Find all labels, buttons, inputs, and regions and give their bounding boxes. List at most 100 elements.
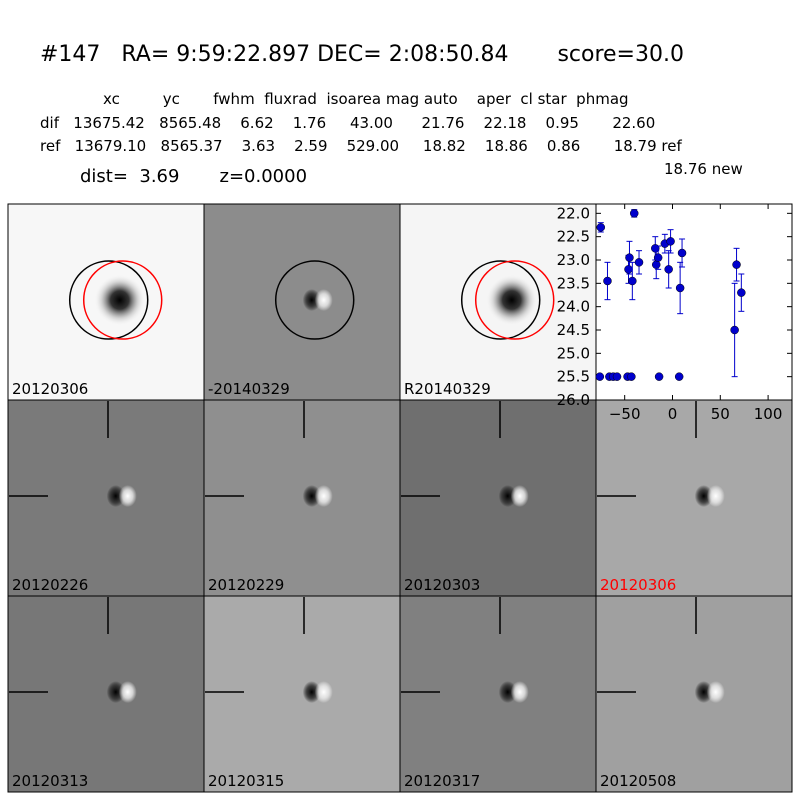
upper-limit-marker: [674, 372, 684, 381]
dipole-positive: [706, 485, 725, 508]
new-aperture-circle: [474, 260, 555, 340]
dipole-positive: [510, 681, 529, 704]
point-marker: [675, 283, 685, 293]
stamp-panel: 20120315: [203, 595, 401, 793]
x-tick-label: 100: [754, 405, 783, 423]
data-point: [634, 250, 644, 275]
data-point: [628, 261, 637, 301]
y-tick-label: 25.0: [557, 344, 590, 362]
point-marker: [651, 260, 661, 269]
new-mag: 18.76 new: [664, 160, 743, 178]
point-marker: [629, 209, 639, 218]
x-tick-label: 0: [668, 405, 678, 423]
dipole-positive: [510, 485, 529, 508]
data-point: [732, 247, 741, 282]
star-source: [93, 274, 146, 327]
point-marker: [628, 276, 637, 286]
data-point: [653, 245, 663, 270]
stamp-background: [203, 203, 401, 401]
dipole-positive: [314, 289, 333, 312]
table-header: xc yc fwhm fluxrad isoarea mag auto aper…: [103, 90, 629, 108]
stamp-background: [595, 595, 793, 793]
stamp-panel: 20120306: [7, 203, 205, 401]
stamp-background: [399, 595, 597, 793]
stamp-date-label: 20120508: [600, 772, 676, 790]
upper-limit-marker: [595, 372, 605, 381]
stamp-background: [203, 399, 401, 597]
new-aperture-circle: [82, 260, 163, 340]
data-point: [596, 222, 606, 233]
stamp-background: [595, 399, 793, 597]
data-point: [625, 240, 634, 275]
stamp-date-label: 20120303: [404, 576, 480, 594]
stamp-date-label: 20120306: [12, 380, 88, 398]
point-marker: [624, 265, 633, 274]
y-tick-label: 22.0: [557, 204, 590, 222]
y-tick-label: 24.0: [557, 298, 590, 316]
stamp-date-label: 20120229: [208, 576, 284, 594]
star-source: [485, 274, 538, 327]
stamp-date-label: 20120226: [12, 576, 88, 594]
data-point: [730, 282, 739, 378]
x-tick-label: −50: [609, 405, 641, 423]
data-point: [737, 273, 746, 312]
stamp-panel: R20140329: [399, 203, 597, 401]
stamp-panel: 20120306: [595, 399, 793, 597]
y-tick-label: 24.5: [557, 321, 590, 339]
stamp-panel: 20120313: [7, 595, 205, 793]
dist-line: dist= 3.69 z=0.0000: [80, 166, 308, 187]
stamp-panel: 20120317: [399, 595, 597, 793]
upper-limit-marker: [627, 372, 636, 381]
point-marker: [730, 325, 739, 335]
stamp-panel: 20120229: [203, 399, 401, 597]
stamp-background: [7, 595, 205, 793]
x-tick-label: 50: [711, 405, 730, 423]
stamp-date-label: -20140329: [208, 380, 290, 398]
stamp-date-label: 20120315: [208, 772, 284, 790]
point-marker: [666, 237, 675, 246]
stamp-panel: 20120508: [595, 595, 793, 793]
stamp-panel: 20120303: [399, 399, 597, 597]
y-tick-label: 23.0: [557, 251, 590, 269]
point-marker: [732, 260, 741, 269]
dipole-positive: [314, 485, 333, 508]
point-marker: [664, 265, 673, 274]
point-marker: [653, 253, 663, 262]
dipole-positive: [314, 681, 333, 704]
point-marker: [603, 276, 612, 286]
ref-row: ref 13679.10 8565.37 3.63 2.59 529.00 18…: [40, 137, 682, 155]
upper-limit-marker: [654, 372, 664, 381]
stamp-background: [203, 595, 401, 793]
point-marker: [634, 258, 644, 267]
point-marker: [625, 253, 634, 262]
dipole-positive: [118, 681, 137, 704]
dipole-positive: [118, 485, 137, 508]
page-title: #147 RA= 9:59:22.897 DEC= 2:08:50.84 sco…: [40, 42, 684, 67]
plot-area: [595, 203, 793, 401]
dipole-positive: [706, 681, 725, 704]
upper-limit-marker: [612, 372, 622, 381]
data-point: [629, 209, 639, 218]
dif-row: dif 13675.42 8565.48 6.62 1.76 43.00 21.…: [40, 114, 656, 132]
y-tick-label: 22.5: [557, 228, 590, 246]
point-marker: [737, 288, 746, 297]
point-marker: [677, 248, 687, 258]
stamp-date-label: 20120313: [12, 772, 88, 790]
data-point: [666, 229, 675, 254]
data-point: [603, 261, 612, 301]
stamp-panel: -20140329: [203, 203, 401, 401]
y-tick-label: 26.0: [557, 391, 590, 409]
ref-aperture-circle: [68, 260, 149, 340]
y-tick-label: 25.5: [557, 368, 590, 386]
point-marker: [596, 223, 606, 232]
light-curve-chart: −50 0 50 100 22.0 22.5 23.0 23.5 24.0 24.5 25.0 25.…: [557, 203, 793, 423]
stamp-panel: 20120226: [7, 399, 205, 597]
stamp-date-label: 20120317: [404, 772, 480, 790]
stamp-background: [399, 399, 597, 597]
stamp-date-label: R20140329: [404, 380, 491, 398]
y-tick-label: 23.5: [557, 274, 590, 292]
stamp-date-label: 20120306: [600, 576, 676, 594]
aperture-circle: [274, 260, 355, 340]
data-point: [677, 238, 687, 268]
